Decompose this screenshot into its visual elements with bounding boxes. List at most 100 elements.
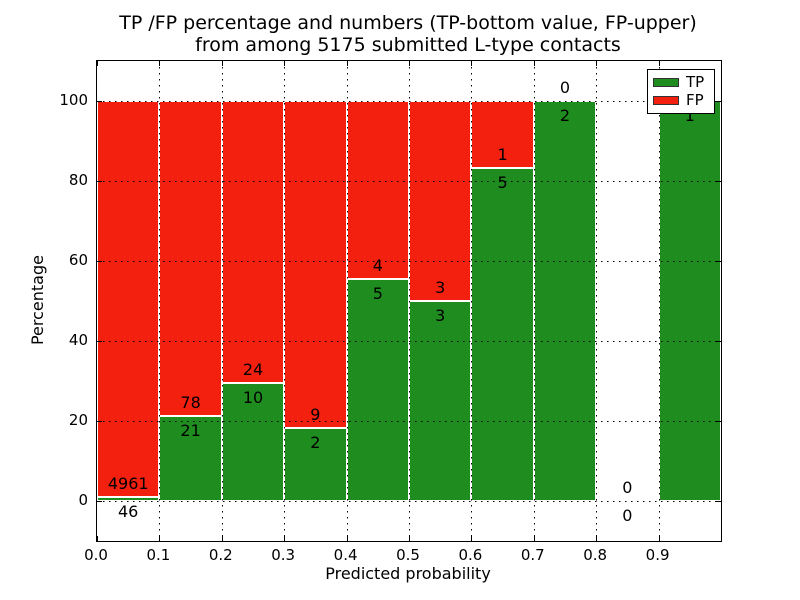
x-tick xyxy=(596,61,598,66)
tp-bar-segment xyxy=(533,101,597,501)
y-tick xyxy=(716,261,721,262)
vertical-gridline xyxy=(284,61,286,541)
tp-count-label: 46 xyxy=(118,502,139,522)
tp-count-label: 5 xyxy=(497,172,508,192)
fp-bar-segment xyxy=(346,101,409,279)
x-tick xyxy=(346,61,348,66)
fp-count-label: 3 xyxy=(435,278,446,297)
tp-bar-segment xyxy=(409,301,472,501)
tp-bar-segment xyxy=(221,383,285,501)
tp-bar-segment xyxy=(346,278,409,501)
fp-count-label: 4961 xyxy=(107,474,149,494)
vertical-gridline xyxy=(658,61,660,541)
vertical-gridline xyxy=(221,61,223,541)
y-tick xyxy=(716,501,721,502)
y-tick xyxy=(97,101,102,102)
tp-count-label: 5 xyxy=(372,283,383,303)
fp-count-label: 4 xyxy=(372,255,383,275)
y-tick-label: 100 xyxy=(59,91,88,109)
x-tick xyxy=(471,61,473,66)
tp-bar-segment xyxy=(471,167,534,501)
chart-title-line1: TP /FP percentage and numbers (TP-bottom… xyxy=(119,12,697,34)
x-tick-label: 0.2 xyxy=(208,546,233,564)
x-tick xyxy=(159,61,161,66)
vertical-gridline xyxy=(409,61,410,541)
fp-count-label: 1 xyxy=(497,144,508,164)
plot-area: TP FP 4961467821241092453315020001 xyxy=(96,60,722,542)
y-tick xyxy=(97,421,102,422)
vertical-gridline xyxy=(346,61,348,541)
y-tick xyxy=(716,421,721,422)
fp-count-label: 0 xyxy=(559,78,571,97)
tp-count-label: 2 xyxy=(559,106,571,125)
y-tick xyxy=(716,101,721,102)
y-tick-label: 60 xyxy=(68,251,88,269)
fp-bar-segment xyxy=(159,101,222,417)
tp-bar-segment xyxy=(97,497,160,501)
legend: TP FP xyxy=(647,69,715,114)
fp-bar-segment xyxy=(409,101,472,301)
y-tick-label: 20 xyxy=(68,411,88,429)
x-tick xyxy=(97,61,98,66)
fp-bar-segment xyxy=(284,101,347,429)
vertical-gridline xyxy=(596,61,598,541)
x-tick xyxy=(159,536,161,541)
vertical-gridline xyxy=(159,61,161,541)
tp-color-swatch xyxy=(653,78,679,87)
x-tick xyxy=(409,61,410,66)
x-tick xyxy=(533,536,535,541)
vertical-gridline xyxy=(471,61,473,541)
x-tick xyxy=(471,536,473,541)
fp-count-label: 0 xyxy=(622,478,633,497)
x-tick-label: 0.3 xyxy=(271,546,296,564)
fp-bar-segment xyxy=(97,101,160,498)
tp-count-label: 1 xyxy=(684,106,695,125)
x-axis-label: Predicted probability xyxy=(325,564,491,583)
legend-label-tp: TP xyxy=(686,73,705,91)
legend-label-fp: FP xyxy=(686,91,704,109)
y-axis-label: Percentage xyxy=(28,255,47,346)
y-tick xyxy=(97,181,102,182)
y-tick xyxy=(716,181,721,182)
chart-title-line2: from among 5175 submitted L-type contact… xyxy=(195,34,621,56)
x-tick xyxy=(346,536,348,541)
fp-count-label: 78 xyxy=(180,393,201,413)
y-tick xyxy=(97,501,102,502)
fp-color-swatch xyxy=(653,96,679,105)
x-tick-label: 0.0 xyxy=(84,546,108,564)
y-tick xyxy=(716,341,721,342)
x-tick-label: 0.6 xyxy=(458,546,483,564)
fp-count-label: 24 xyxy=(242,360,264,380)
x-tick-label: 0.5 xyxy=(396,546,420,564)
tp-bar-segment xyxy=(658,101,721,501)
y-tick-label: 0 xyxy=(78,491,88,509)
x-tick xyxy=(221,536,223,541)
tp-count-label: 0 xyxy=(622,506,633,525)
tp-count-label: 2 xyxy=(310,433,321,453)
tp-count-label: 3 xyxy=(435,306,446,325)
legend-item-fp: FP xyxy=(648,93,714,108)
x-tick-label: 0.8 xyxy=(583,546,608,564)
legend-item-tp: TP xyxy=(648,75,714,90)
tp-count-label: 21 xyxy=(180,421,201,441)
tp-bar-segment xyxy=(159,416,222,501)
x-tick-label: 0.1 xyxy=(146,546,171,564)
tp-count-label: 10 xyxy=(242,388,264,408)
x-tick-label: 0.9 xyxy=(645,546,670,564)
vertical-gridline xyxy=(533,61,535,541)
fp-count-label: 9 xyxy=(310,405,321,425)
x-tick xyxy=(284,536,286,541)
x-tick xyxy=(533,61,535,66)
tp-bar-segment xyxy=(284,428,347,501)
x-tick xyxy=(221,61,223,66)
x-tick xyxy=(284,61,286,66)
x-tick xyxy=(409,536,410,541)
x-tick-label: 0.7 xyxy=(520,546,545,564)
x-tick xyxy=(658,536,660,541)
x-tick-label: 0.4 xyxy=(333,546,358,564)
y-tick xyxy=(97,261,102,262)
x-tick xyxy=(97,536,98,541)
y-tick-label: 40 xyxy=(68,331,88,349)
x-tick xyxy=(658,61,660,66)
